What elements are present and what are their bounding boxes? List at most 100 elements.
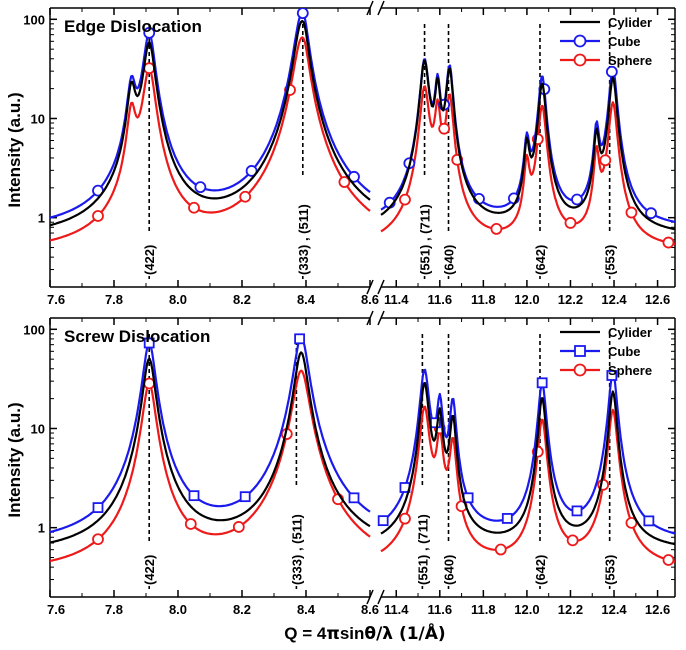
legend-label-sphere: Sphere — [608, 363, 652, 378]
peak-label-bg — [417, 175, 433, 275]
peak-label-bg — [441, 233, 457, 275]
data-point-sphere — [564, 217, 577, 229]
data-point-cube — [239, 491, 251, 503]
panel-title: Edge Dislocation — [64, 17, 202, 36]
axis-break-mark — [377, 0, 385, 16]
data-point-sphere — [92, 533, 104, 546]
legend-marker-sphere — [573, 363, 587, 377]
data-point-sphere — [184, 518, 197, 530]
peak-label: (422) — [142, 245, 157, 275]
peak-label: (551) , (711) — [418, 204, 433, 275]
data-point-sphere — [566, 534, 579, 547]
series-line-sphere — [50, 36, 371, 242]
x-tick-label: 12.6 — [645, 292, 670, 307]
x-tick-label: 7.8 — [105, 292, 123, 307]
data-point-sphere — [399, 512, 411, 525]
y-axis-label-top: Intensity (a.u.) — [5, 92, 24, 207]
data-point-sphere — [232, 521, 245, 533]
y-tick-label: 10 — [31, 111, 45, 126]
series-line-cube — [50, 11, 371, 219]
series-line-cube — [50, 335, 371, 534]
data-point-sphere — [625, 206, 638, 219]
series-line-cylider — [50, 351, 371, 544]
peak-label-bg — [141, 543, 157, 585]
peak-label: (553) — [603, 245, 618, 275]
legend-marker-cube — [574, 345, 586, 357]
y-tick-label: 100 — [23, 12, 45, 27]
x-tick-label: 8.2 — [233, 602, 251, 617]
data-point-sphere — [599, 154, 612, 167]
legend-marker-sphere — [573, 53, 587, 67]
data-point-cube — [571, 505, 583, 517]
data-point-sphere — [239, 190, 252, 203]
data-point-cube — [294, 333, 306, 345]
peak-label-bg — [141, 233, 157, 275]
x-tick-label: 7.8 — [105, 602, 123, 617]
legend-label-cylider: Cylider — [608, 15, 652, 30]
data-point-cube — [143, 337, 155, 349]
data-point-sphere — [399, 193, 411, 206]
peak-label: (551) , (711) — [415, 514, 430, 585]
x-tick-label: 8.6 — [361, 602, 379, 617]
x-tick-label: 12.0 — [514, 292, 539, 307]
data-point-cube — [143, 26, 156, 39]
data-point-cube — [536, 377, 548, 389]
x-tick-label: 12.0 — [514, 602, 539, 617]
y-axis-label-bottom: Intensity (a.u.) — [5, 402, 24, 517]
x-tick-label: 11.4 — [384, 292, 409, 307]
x-tick-label: 12.2 — [558, 292, 583, 307]
peak-label-bg — [602, 543, 618, 585]
x-tick-label: 8.2 — [233, 292, 251, 307]
data-point-sphere — [188, 201, 200, 214]
data-point-cube — [606, 370, 618, 381]
series-line-sphere — [50, 369, 371, 563]
legend: Cylider Cube Sphere — [560, 15, 652, 68]
plot-area — [50, 333, 675, 566]
peak-label: (333) , (511) — [289, 514, 304, 585]
axis-break-mark — [377, 279, 385, 295]
peak-label-bg — [288, 485, 304, 585]
x-tick-label: 8.4 — [297, 292, 316, 307]
data-point-cube — [605, 65, 618, 78]
data-point-cube — [501, 513, 513, 524]
legend-label-cube: Cube — [608, 344, 641, 359]
peak-label-bg — [295, 175, 311, 275]
legend-label-cube: Cube — [608, 34, 641, 49]
x-tick-label: 8.0 — [169, 602, 187, 617]
x-tick-label: 12.4 — [601, 292, 627, 307]
x-tick-label: 12.2 — [558, 602, 583, 617]
x-tick-label: 11.6 — [428, 602, 453, 617]
y-tick-label: 10 — [31, 421, 45, 436]
x-tick-label: 11.8 — [471, 292, 496, 307]
series-line-cylider — [380, 382, 675, 546]
data-point-sphere — [625, 516, 638, 529]
data-point-cube — [92, 502, 104, 513]
series-line-sphere — [380, 85, 675, 245]
peak-label-bg — [532, 233, 548, 275]
peak-label: (640) — [442, 245, 457, 275]
peak-label: (642) — [533, 245, 548, 275]
series-line-cylider — [380, 59, 675, 231]
peak-label-bg — [532, 543, 548, 585]
peak-label: (640) — [442, 555, 457, 585]
panel-title: Screw Dislocation — [64, 327, 210, 346]
data-point-cube — [348, 492, 360, 504]
data-point-cube — [188, 490, 200, 502]
data-point-sphere — [494, 543, 507, 556]
peak-label: (642) — [533, 555, 548, 585]
y-tick-label: 1 — [38, 211, 45, 226]
data-point-sphere — [438, 122, 451, 135]
axis-break-mark — [377, 310, 385, 326]
x-tick-label: 8.6 — [361, 292, 379, 307]
peak-label-bg — [414, 485, 430, 585]
y-tick-label: 1 — [38, 521, 45, 536]
data-point-sphere — [662, 554, 675, 566]
x-tick-label: 12.4 — [601, 602, 627, 617]
legend-label-sphere: Sphere — [608, 53, 652, 68]
peak-label: (553) — [603, 555, 618, 585]
data-point-sphere — [662, 236, 675, 249]
data-point-sphere — [490, 222, 503, 235]
x-tick-label: 7.6 — [47, 292, 65, 307]
peak-label: (422) — [142, 555, 157, 585]
x-tick-label: 7.6 — [47, 602, 65, 617]
